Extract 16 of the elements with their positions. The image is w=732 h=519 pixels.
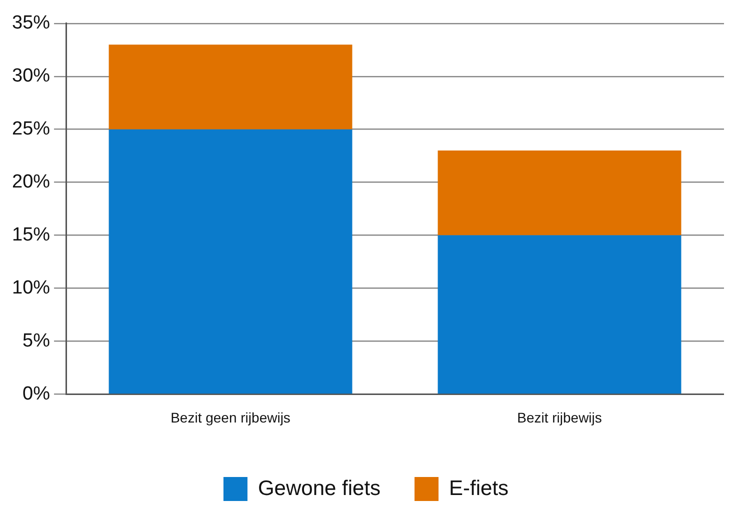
bar (438, 150, 682, 236)
legend-label: E-fiets (449, 476, 509, 500)
y-tick-label: 30% (12, 66, 50, 87)
y-tick-label: 15% (12, 224, 50, 246)
x-tick-label: Bezit geen rijbewijs (170, 409, 290, 426)
y-tick-label: 25% (12, 118, 50, 140)
x-tick-label: Bezit rijbewijs (517, 409, 602, 426)
bar (108, 44, 352, 130)
y-tick-label: 0% (22, 383, 50, 404)
legend-label: Gewone fiets (258, 476, 381, 500)
bar (108, 129, 352, 394)
y-tick-label: 35% (12, 12, 50, 34)
bar (438, 235, 682, 394)
y-tick-label: 10% (12, 277, 50, 298)
y-tick-label: 5% (22, 330, 50, 352)
y-tick-label: 20% (12, 172, 50, 193)
